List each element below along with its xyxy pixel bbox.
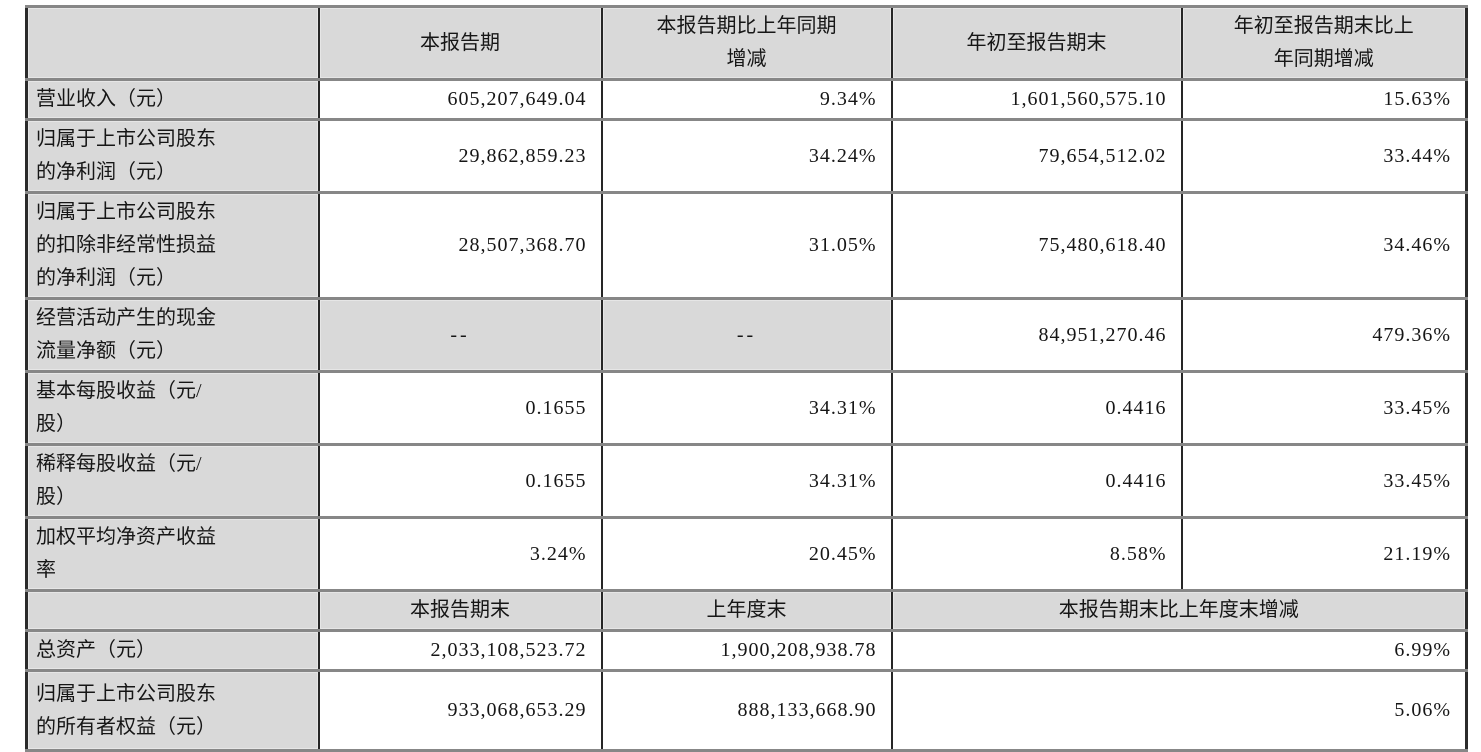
row-label-cell: 归属于上市公司股东 的净利润（元） xyxy=(25,118,320,194)
value-cell: 75,480,618.40 xyxy=(890,191,1183,300)
row-label-cell: 总资产（元） xyxy=(25,629,320,672)
value-cell: 34.31% xyxy=(600,443,893,519)
value-cell: 29,862,859.23 xyxy=(317,118,603,194)
value-cell: 9.34% xyxy=(600,78,893,121)
value-cell: 33.45% xyxy=(1180,370,1468,446)
weighted-roe-row: 加权平均净资产收益 率 3.24% 20.45% 8.58% 21.19% xyxy=(25,516,1468,592)
value-cell: 605,207,649.04 xyxy=(317,78,603,121)
net-profit-row: 归属于上市公司股东 的净利润（元） 29,862,859.23 34.24% 7… xyxy=(25,118,1468,194)
value-cell: 6.99% xyxy=(890,629,1468,672)
row-label-cell: 加权平均净资产收益 率 xyxy=(25,516,320,592)
value-cell: 31.05% xyxy=(600,191,893,300)
row-label-cell: 经营活动产生的现金 流量净额（元） xyxy=(25,297,320,373)
header-period-end-change: 本报告期末比上年度末增减 xyxy=(890,589,1468,632)
value-cell: 2,033,108,523.72 xyxy=(317,629,603,672)
value-cell: 33.45% xyxy=(1180,443,1468,519)
value-cell: 3.24% xyxy=(317,516,603,592)
row-label-cell: 归属于上市公司股东 的所有者权益（元） xyxy=(25,669,320,752)
value-cell: 34.46% xyxy=(1180,191,1468,300)
value-cell: 479.36% xyxy=(1180,297,1468,373)
value-cell: 1,900,208,938.78 xyxy=(600,629,893,672)
row-label-cell: 基本每股收益（元/ 股） xyxy=(25,370,320,446)
header-ytd-vs-prior: 年初至报告期末比上 年同期增减 xyxy=(1180,5,1468,81)
value-cell: 0.4416 xyxy=(890,370,1183,446)
header-ytd: 年初至报告期末 xyxy=(890,5,1183,81)
value-cell: 28,507,368.70 xyxy=(317,191,603,300)
header-current-vs-prior: 本报告期比上年同期 增减 xyxy=(600,5,893,81)
value-cell: 8.58% xyxy=(890,516,1183,592)
diluted-eps-row: 稀释每股收益（元/ 股） 0.1655 34.31% 0.4416 33.45% xyxy=(25,443,1468,519)
value-cell: 15.63% xyxy=(1180,78,1468,121)
na-cell: -- xyxy=(600,297,893,373)
header-current-period: 本报告期 xyxy=(317,5,603,81)
corner-cell xyxy=(25,5,320,81)
value-cell: 33.44% xyxy=(1180,118,1468,194)
value-cell: 21.19% xyxy=(1180,516,1468,592)
financial-summary-table: 本报告期 本报告期比上年同期 增减 年初至报告期末 年初至报告期末比上 年同期增… xyxy=(25,5,1468,752)
row-label-cell: 归属于上市公司股东 的扣除非经常性损益 的净利润（元） xyxy=(25,191,320,300)
header-row-top: 本报告期 本报告期比上年同期 增减 年初至报告期末 年初至报告期末比上 年同期增… xyxy=(25,5,1468,81)
non-recurring-net-profit-row: 归属于上市公司股东 的扣除非经常性损益 的净利润（元） 28,507,368.7… xyxy=(25,191,1468,300)
revenue-row: 营业收入（元） 605,207,649.04 9.34% 1,601,560,5… xyxy=(25,78,1468,121)
total-assets-row: 总资产（元） 2,033,108,523.72 1,900,208,938.78… xyxy=(25,629,1468,672)
value-cell: 1,601,560,575.10 xyxy=(890,78,1183,121)
value-cell: 79,654,512.02 xyxy=(890,118,1183,194)
value-cell: 0.1655 xyxy=(317,443,603,519)
value-cell: 20.45% xyxy=(600,516,893,592)
na-cell: -- xyxy=(317,297,603,373)
value-cell: 0.4416 xyxy=(890,443,1183,519)
value-cell: 0.1655 xyxy=(317,370,603,446)
value-cell: 34.24% xyxy=(600,118,893,194)
header-prior-year-end: 上年度末 xyxy=(600,589,893,632)
value-cell: 5.06% xyxy=(890,669,1468,752)
shareholders-equity-row: 归属于上市公司股东 的所有者权益（元） 933,068,653.29 888,1… xyxy=(25,669,1468,752)
operating-cash-flow-row: 经营活动产生的现金 流量净额（元） -- -- 84,951,270.46 47… xyxy=(25,297,1468,373)
header-period-end: 本报告期末 xyxy=(317,589,603,632)
header-row-bottom: 本报告期末 上年度末 本报告期末比上年度末增减 xyxy=(25,589,1468,632)
value-cell: 34.31% xyxy=(600,370,893,446)
row-label-cell: 稀释每股收益（元/ 股） xyxy=(25,443,320,519)
value-cell: 84,951,270.46 xyxy=(890,297,1183,373)
basic-eps-row: 基本每股收益（元/ 股） 0.1655 34.31% 0.4416 33.45% xyxy=(25,370,1468,446)
value-cell: 888,133,668.90 xyxy=(600,669,893,752)
corner-cell xyxy=(25,589,320,632)
value-cell: 933,068,653.29 xyxy=(317,669,603,752)
row-label-cell: 营业收入（元） xyxy=(25,78,320,121)
